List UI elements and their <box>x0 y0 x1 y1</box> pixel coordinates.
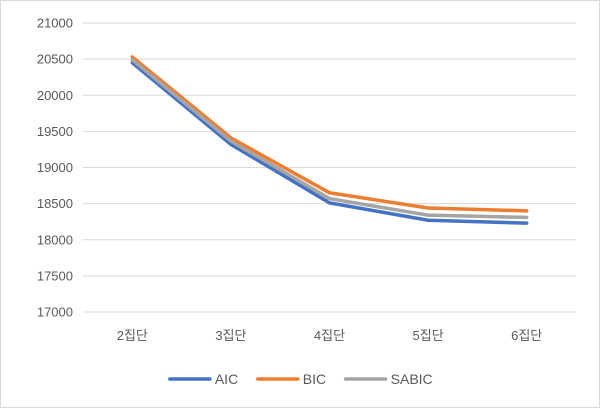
y-tick-label: 17500 <box>37 268 73 283</box>
legend-label-sabic: SABIC <box>391 371 433 387</box>
y-tick-label: 17000 <box>37 305 73 320</box>
y-tick-label: 19500 <box>37 124 73 139</box>
x-tick-label: 6집단 <box>511 328 542 343</box>
y-tick-label: 21000 <box>37 16 73 31</box>
y-tick-label: 20500 <box>37 52 73 67</box>
x-tick-label: 4집단 <box>314 328 345 343</box>
legend: AIC BIC SABIC <box>168 371 433 387</box>
y-tick-label: 20000 <box>37 88 73 103</box>
x-tick-label: 2집단 <box>117 328 148 343</box>
x-tick-label: 3집단 <box>215 328 246 343</box>
series-lines <box>130 55 529 225</box>
y-tick-label: 19000 <box>37 160 73 175</box>
legend-label-aic: AIC <box>215 371 238 387</box>
series-line-sabic <box>130 58 529 220</box>
x-axis-tick-labels: 2집단 3집단 4집단 5집단 6집단 <box>117 328 543 343</box>
legend-label-bic: BIC <box>303 371 326 387</box>
y-tick-label: 18000 <box>37 232 73 247</box>
series-line-aic <box>130 60 529 225</box>
y-tick-label: 18500 <box>37 196 73 211</box>
y-axis-tick-labels: 17000 17500 18000 18500 19000 19500 20000 20500… <box>37 16 73 320</box>
gridlines <box>83 22 576 313</box>
series-line-bic <box>130 55 529 213</box>
x-tick-label: 5집단 <box>413 328 444 343</box>
